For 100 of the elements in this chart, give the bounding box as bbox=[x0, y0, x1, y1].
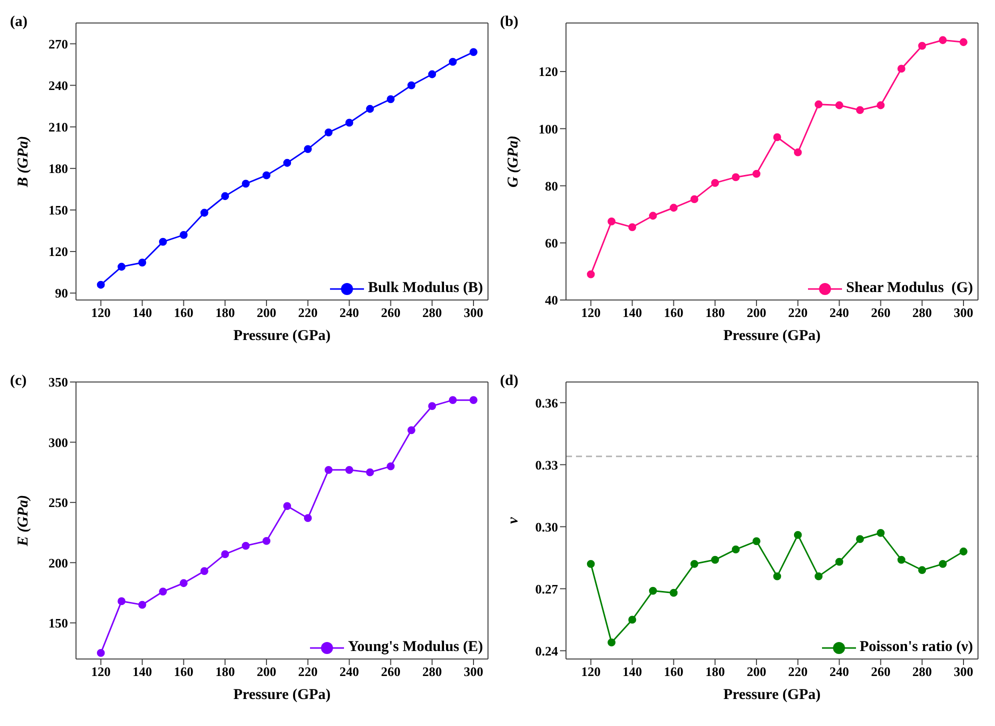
x-tick-label: 200 bbox=[256, 664, 276, 680]
point bbox=[670, 588, 678, 597]
point bbox=[732, 545, 740, 554]
point bbox=[200, 208, 208, 217]
y-tick-label: 210 bbox=[48, 119, 68, 134]
x-tick-label: 160 bbox=[664, 305, 684, 320]
point bbox=[794, 531, 802, 539]
x-tick-label: 180 bbox=[215, 305, 235, 320]
point bbox=[711, 556, 720, 564]
point bbox=[918, 42, 926, 50]
legend-label: Young's Modulus (E) bbox=[348, 639, 483, 656]
point bbox=[835, 101, 844, 110]
x-tick-label: 160 bbox=[174, 305, 194, 320]
x-tick-label: 260 bbox=[870, 664, 890, 680]
point bbox=[470, 48, 478, 56]
point bbox=[448, 396, 457, 404]
point bbox=[428, 70, 436, 78]
x-tick-label: 140 bbox=[622, 305, 642, 320]
point bbox=[407, 426, 416, 434]
point bbox=[856, 106, 864, 114]
point bbox=[918, 566, 926, 574]
x-tick-label: 300 bbox=[464, 305, 484, 320]
point bbox=[752, 537, 760, 546]
point bbox=[897, 64, 906, 73]
point bbox=[262, 171, 270, 180]
x-axis-title: Pressure (GPa) bbox=[723, 328, 821, 344]
chart-title: (d) bbox=[500, 373, 518, 390]
point bbox=[470, 396, 478, 404]
x-axis-title: Pressure (GPa) bbox=[233, 328, 331, 344]
point bbox=[118, 597, 126, 606]
point bbox=[200, 567, 208, 576]
point bbox=[814, 100, 823, 108]
point bbox=[732, 173, 740, 182]
chart-title: (c) bbox=[10, 373, 27, 390]
x-tick-label: 300 bbox=[464, 664, 484, 680]
y-tick-label: 90 bbox=[55, 286, 68, 301]
point bbox=[138, 258, 146, 267]
y-tick-label: 180 bbox=[48, 161, 68, 176]
point bbox=[586, 270, 595, 278]
x-tick-label: 180 bbox=[215, 664, 235, 680]
point bbox=[773, 133, 782, 142]
chart-title: (a) bbox=[10, 14, 28, 31]
point bbox=[960, 38, 968, 46]
x-axis-title: Pressure (GPa) bbox=[233, 687, 331, 703]
x-tick-label: 140 bbox=[132, 664, 152, 680]
point bbox=[96, 280, 105, 289]
legend-label: Bulk Modulus (B) bbox=[368, 280, 483, 297]
legend-label: Poisson's ratio (ν) bbox=[860, 639, 973, 656]
x-tick-label: 220 bbox=[298, 305, 318, 320]
point bbox=[304, 145, 312, 153]
point bbox=[138, 600, 146, 609]
point bbox=[835, 558, 844, 566]
point bbox=[159, 588, 167, 596]
y-tick-label: 80 bbox=[545, 178, 558, 194]
x-tick-label: 240 bbox=[830, 305, 850, 320]
point bbox=[690, 560, 698, 568]
y-tick-label: 0.24 bbox=[535, 643, 558, 658]
y-tick-label: 350 bbox=[48, 374, 68, 390]
point bbox=[304, 514, 312, 522]
point bbox=[283, 158, 292, 167]
y-tick-label: 40 bbox=[545, 292, 558, 308]
x-tick-label: 120 bbox=[581, 664, 601, 680]
point bbox=[628, 616, 636, 624]
x-tick-label: 260 bbox=[380, 305, 400, 320]
point bbox=[262, 537, 270, 545]
point bbox=[366, 104, 374, 113]
y-tick-label: 0.30 bbox=[535, 519, 558, 534]
point bbox=[118, 262, 126, 271]
y-tick-label: 0.27 bbox=[535, 581, 558, 596]
point bbox=[794, 148, 802, 156]
point bbox=[221, 550, 230, 558]
x-tick-label: 220 bbox=[298, 664, 318, 680]
point bbox=[345, 466, 354, 474]
chart-title: (b) bbox=[500, 14, 518, 31]
x-tick-label: 280 bbox=[912, 305, 932, 320]
point bbox=[242, 542, 250, 550]
point bbox=[711, 178, 720, 187]
point bbox=[649, 212, 657, 220]
y-axis-title: E (GPa) bbox=[15, 494, 32, 548]
point bbox=[180, 230, 188, 239]
y-axis-title: G (GPa) bbox=[505, 135, 522, 188]
x-tick-label: 160 bbox=[174, 664, 194, 680]
x-tick-label: 120 bbox=[581, 305, 601, 320]
point bbox=[586, 560, 595, 568]
x-tick-label: 240 bbox=[340, 305, 360, 320]
x-tick-label: 180 bbox=[705, 305, 725, 320]
x-tick-label: 120 bbox=[91, 305, 111, 320]
y-tick-label: 120 bbox=[538, 64, 558, 80]
point bbox=[96, 649, 105, 657]
point bbox=[876, 101, 885, 110]
x-tick-label: 160 bbox=[664, 664, 684, 680]
x-tick-label: 260 bbox=[380, 664, 400, 680]
point bbox=[752, 170, 760, 178]
y-tick-label: 0.36 bbox=[535, 395, 558, 410]
point bbox=[628, 223, 636, 232]
y-tick-label: 60 bbox=[545, 236, 558, 250]
x-tick-label: 200 bbox=[746, 664, 766, 680]
legend-label: Shear Modulus (G) bbox=[846, 280, 973, 297]
point bbox=[386, 462, 395, 470]
point bbox=[448, 58, 457, 66]
